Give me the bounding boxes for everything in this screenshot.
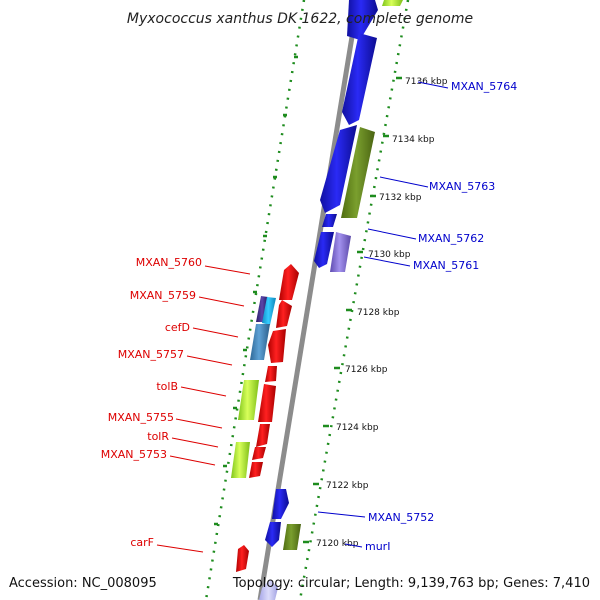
gene-carf bbox=[236, 545, 249, 572]
gene-mxan-5759 bbox=[276, 300, 292, 328]
gene-mxan-5760 bbox=[279, 264, 299, 300]
tick-7122: 7122 kbp bbox=[313, 481, 369, 491]
gene-top-olive bbox=[382, 0, 403, 6]
gene-mxan-5757 bbox=[265, 366, 277, 382]
gene-mxan-5755 bbox=[256, 424, 270, 447]
label-carf: carF bbox=[130, 536, 154, 549]
gene-olive-mxan-5763 bbox=[341, 127, 375, 218]
tick-label-7128: 7128 kbp bbox=[357, 308, 400, 318]
tick-label-7136: 7136 kbp bbox=[405, 77, 448, 87]
label-tolb: tolB bbox=[156, 380, 178, 393]
tick-label-7126: 7126 kbp bbox=[345, 365, 388, 375]
gene-lime-mxan-5753 bbox=[231, 442, 250, 478]
tick-label-7122: 7122 kbp bbox=[326, 481, 369, 491]
label-mxan-5757: MXAN_5757 bbox=[118, 348, 184, 361]
tick-label-7124: 7124 kbp bbox=[336, 423, 379, 433]
label-cefd: cefD bbox=[165, 321, 190, 334]
gene-mxan-5753 bbox=[249, 462, 263, 478]
tick-7132: 7132 kbp bbox=[370, 193, 422, 203]
gene-mxan-5752-a bbox=[272, 489, 289, 519]
forward-gene-labels: MXAN_5764 MXAN_5763 MXAN_5762 MXAN_5761 … bbox=[365, 80, 517, 553]
gene-mxan-5761 bbox=[314, 232, 334, 268]
tick-7128: 7128 kbp bbox=[346, 308, 400, 318]
tick-7124: 7124 kbp bbox=[323, 423, 379, 433]
forward-leader-lines bbox=[317, 81, 449, 548]
tick-label-7120: 7120 kbp bbox=[316, 539, 359, 549]
label-mxan-5760: MXAN_5760 bbox=[136, 256, 202, 269]
gene-purple-mxan-5761 bbox=[330, 232, 351, 272]
reverse-gene-labels: MXAN_5760 MXAN_5759 cefD MXAN_5757 tolB … bbox=[101, 256, 202, 549]
map-title: Myxococcus xanthus DK 1622, complete gen… bbox=[127, 11, 473, 27]
gene-lavender-bottom bbox=[259, 579, 278, 600]
tick-label-7130: 7130 kbp bbox=[368, 250, 411, 260]
label-muri: murI bbox=[365, 540, 390, 553]
label-mxan-5764: MXAN_5764 bbox=[451, 80, 517, 93]
topology-summary: Topology: circular; Length: 9,139,763 bp… bbox=[232, 576, 590, 591]
tick-7130: 7130 kbp bbox=[357, 250, 411, 260]
gene-mxan-5764 bbox=[342, 33, 377, 125]
gene-cyan-mxan-5759 bbox=[262, 297, 276, 325]
reverse-leader-lines bbox=[156, 265, 251, 553]
label-mxan-5763: MXAN_5763 bbox=[429, 180, 495, 193]
scale-ticks: 7136 kbp 7134 kbp 7132 kbp 7130 kbp 7128… bbox=[303, 76, 448, 549]
gene-tolb bbox=[258, 384, 276, 422]
inner-track-dashes bbox=[214, 55, 298, 526]
gene-mxan-5763 bbox=[320, 125, 357, 213]
label-mxan-5762: MXAN_5762 bbox=[418, 232, 484, 245]
gene-forward-top bbox=[347, 0, 378, 40]
label-mxan-5753: MXAN_5753 bbox=[101, 448, 167, 461]
tick-label-7134: 7134 kbp bbox=[392, 135, 435, 145]
label-mxan-5755: MXAN_5755 bbox=[108, 411, 174, 424]
gene-mxan-5752-b bbox=[265, 522, 281, 547]
label-mxan-5761: MXAN_5761 bbox=[413, 259, 479, 272]
accession-text: Accession: NC_008095 bbox=[9, 576, 157, 591]
gene-tolr bbox=[252, 447, 266, 460]
label-tolr: tolR bbox=[147, 430, 169, 443]
gene-olive-muri bbox=[283, 524, 301, 550]
gene-steelblue-cefd bbox=[250, 324, 270, 360]
tick-label-7132: 7132 kbp bbox=[379, 193, 422, 203]
label-mxan-5752: MXAN_5752 bbox=[368, 511, 434, 524]
label-mxan-5759: MXAN_5759 bbox=[130, 289, 196, 302]
gene-cefd bbox=[268, 329, 286, 363]
tick-7136: 7136 kbp bbox=[396, 76, 448, 87]
gene-lime-tolb bbox=[238, 380, 259, 420]
gene-mxan-5762 bbox=[322, 214, 337, 227]
tick-7134: 7134 kbp bbox=[383, 134, 435, 145]
tick-7120: 7120 kbp bbox=[303, 539, 359, 549]
reverse-strand-genes bbox=[231, 264, 299, 572]
tick-7126: 7126 kbp bbox=[334, 365, 388, 375]
forward-strand-genes bbox=[259, 0, 403, 600]
